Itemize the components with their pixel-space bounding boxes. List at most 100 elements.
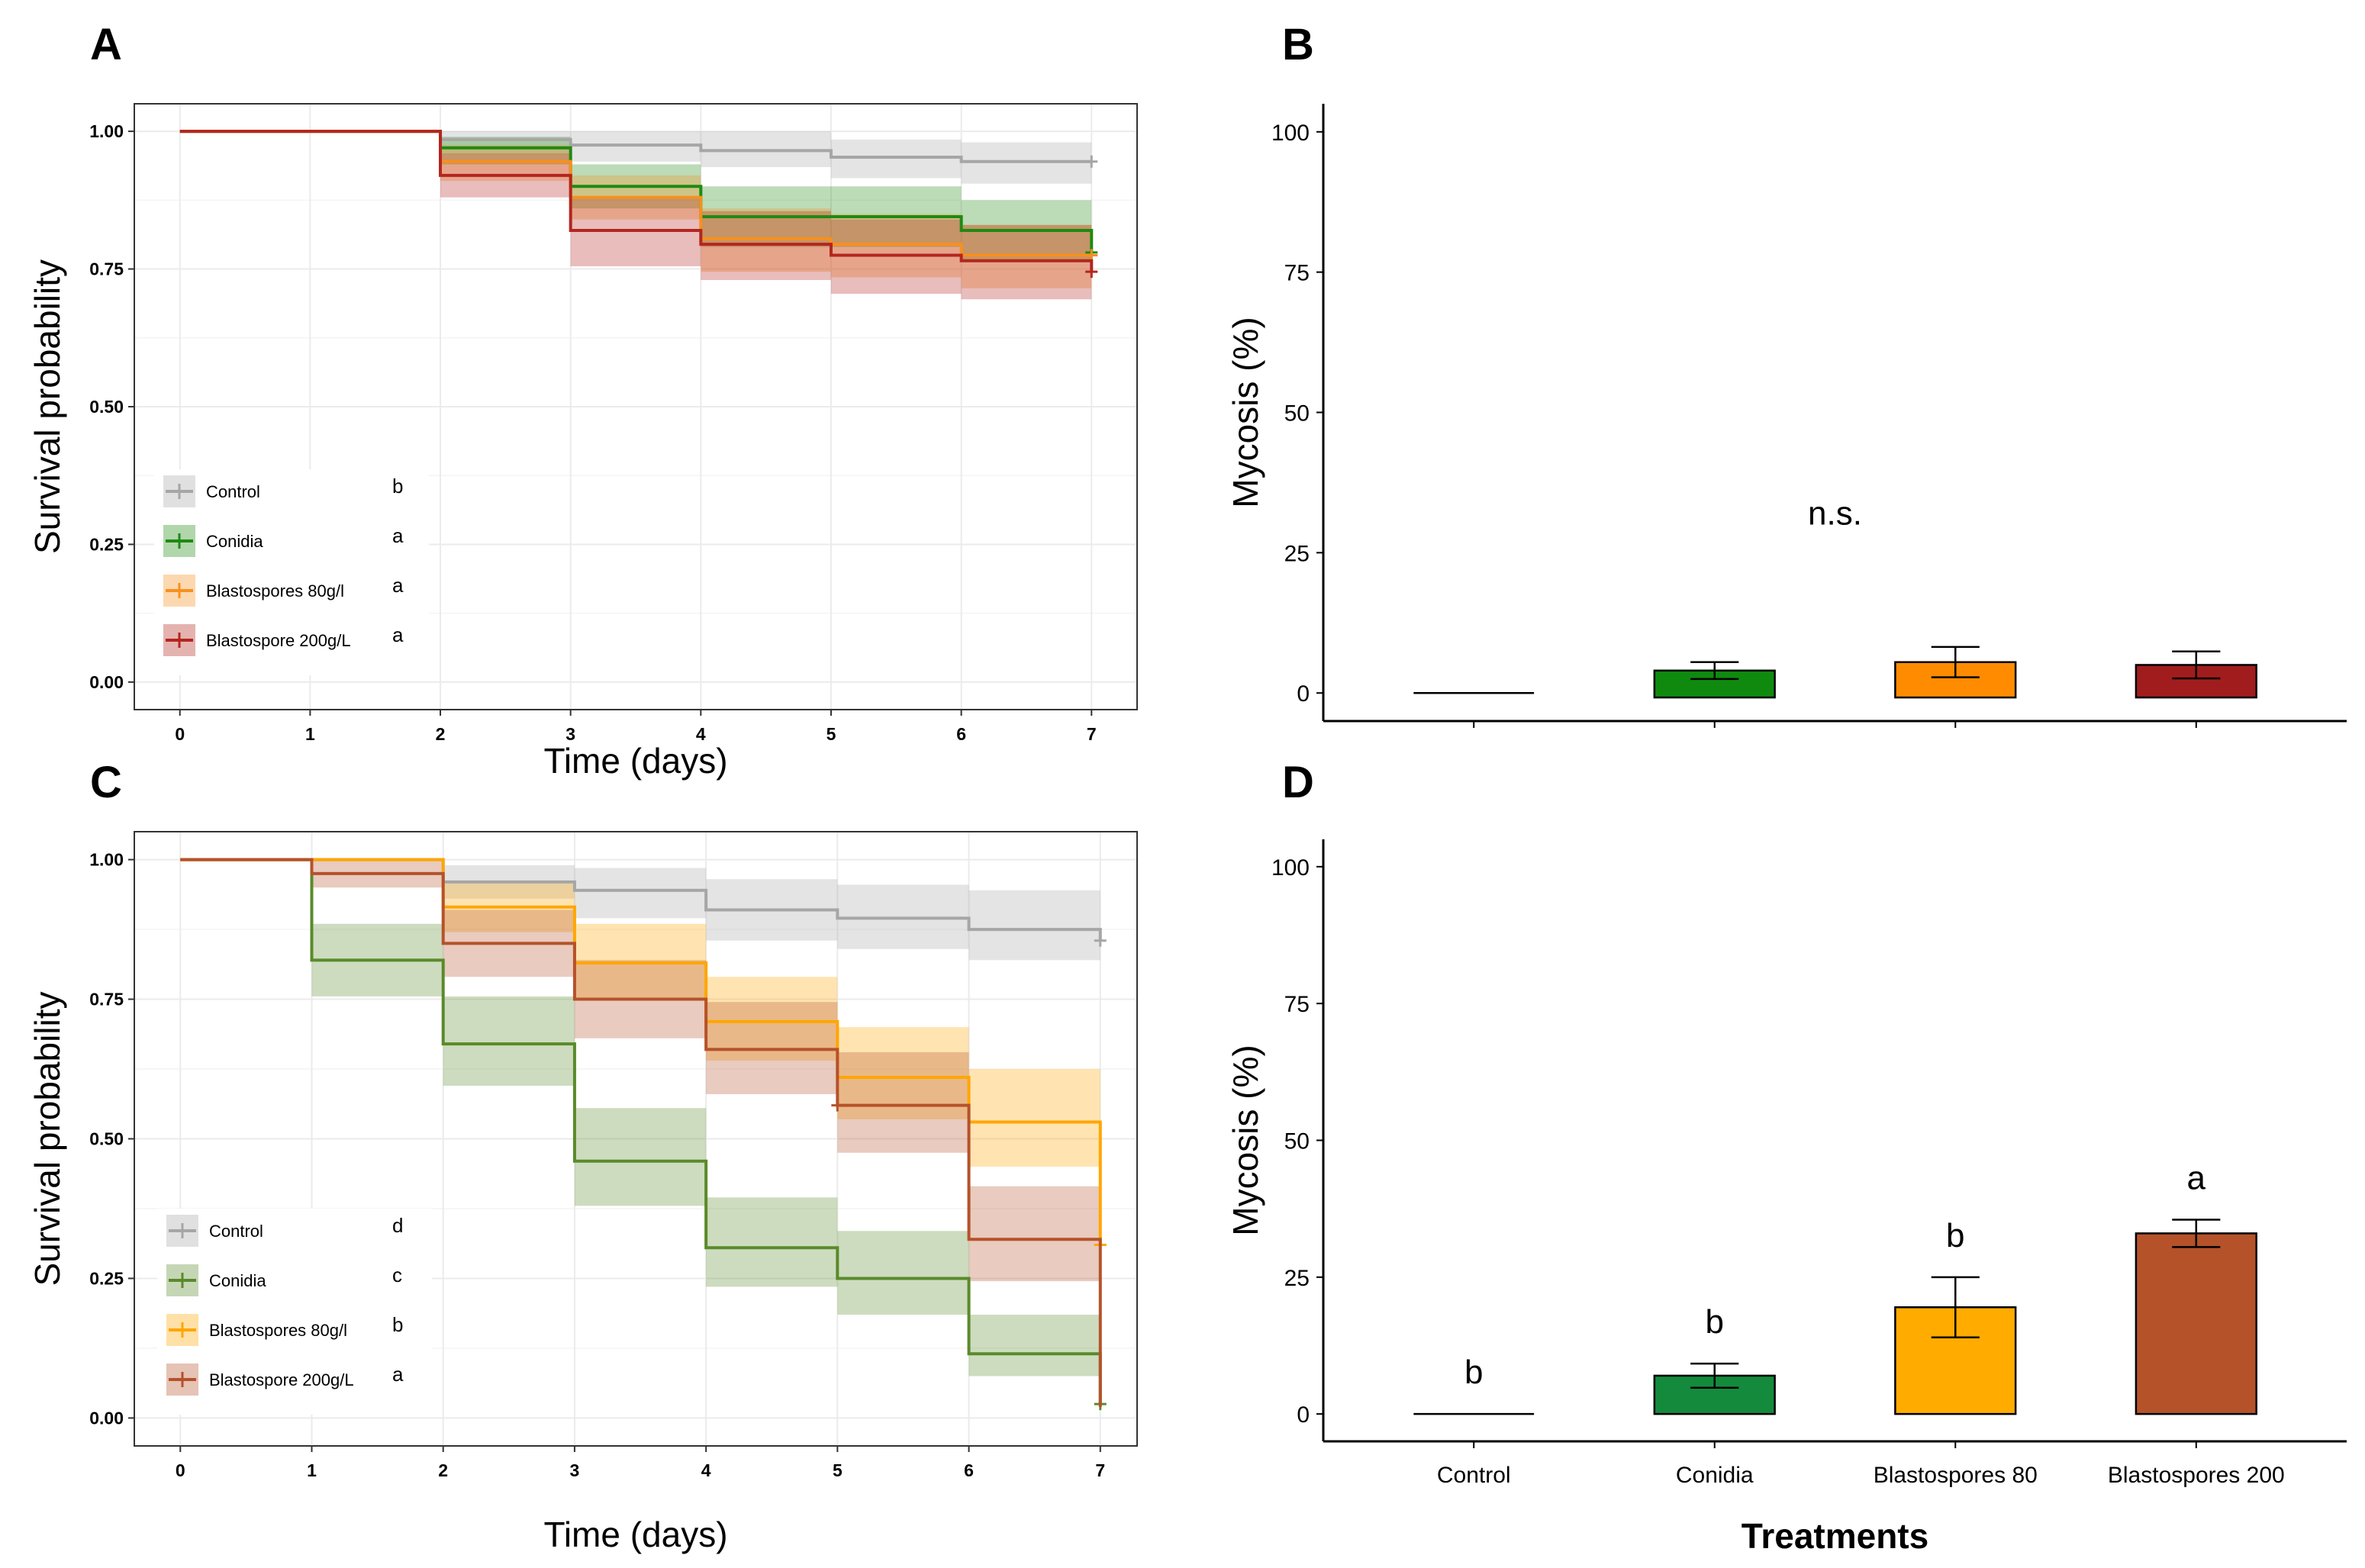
legend-label-blastospore-200g-l: Blastospore 200g/L: [206, 631, 351, 650]
legend-label-control: Control: [209, 1222, 263, 1241]
ci-band-blastospores-80g-l: [706, 977, 838, 1061]
censor-mark-blastospore-200g-l: [1085, 266, 1098, 279]
legend-label-control: Control: [206, 482, 260, 501]
x-tick-label: 4: [701, 1460, 711, 1480]
x-tick-label: 2: [438, 1460, 448, 1480]
significance-letter-control: b: [1464, 1354, 1483, 1391]
censor-mark-control: [1094, 934, 1107, 947]
y-tick-label: 50: [1284, 1129, 1310, 1154]
ci-band-control: [440, 131, 571, 153]
x-tick-label: 3: [570, 1460, 580, 1480]
y-tick-label: 1.00: [89, 121, 124, 141]
ci-band-conidia: [440, 137, 571, 165]
error-bar-blastospores-80: [1931, 1276, 1980, 1338]
x-tick-label: 6: [964, 1460, 974, 1480]
survival-line-conidia: [180, 858, 1102, 1405]
panel-b-plot: 0 25 50 75 100 Mycosis (%) n.s.: [1226, 104, 2347, 728]
significance-letter-blastospore-200g-l: a: [392, 1363, 404, 1386]
y-tick-label: 1.00: [89, 850, 124, 870]
ci-band-control: [968, 890, 1100, 961]
y-tick-label: 0.50: [89, 397, 124, 417]
x-tick-label: 1: [307, 1460, 317, 1480]
y-tick-label: 100: [1271, 121, 1310, 146]
censor-mark-control: [1085, 155, 1098, 168]
ci-band-conidia: [574, 1108, 707, 1206]
x-tick-label-blastospores-80: Blastospores 80: [1874, 1463, 2038, 1488]
significance-letter-blastospore-200g-l: a: [392, 623, 404, 646]
survival-line-blastospore-200g-l: [180, 858, 1102, 1407]
legend: Control d Conidia c Blastospores 80g/l b Blast…: [157, 1209, 432, 1415]
y-tick-label: 0.75: [89, 259, 124, 279]
error-bar-blastospores-200: [2172, 650, 2221, 680]
significance-letter-control: d: [392, 1214, 403, 1237]
ci-band-control: [830, 139, 962, 179]
error-bar-blastospores-80: [1931, 646, 1980, 678]
x-tick-label: 5: [826, 724, 836, 744]
panel-label-b: B: [1282, 20, 1314, 69]
error-bar-conidia: [1690, 1362, 1739, 1389]
legend-label-blastospore-200g-l: Blastospore 200g/L: [209, 1370, 354, 1389]
x-tick-label-blastospores-200: Blastospores 200: [2108, 1463, 2285, 1488]
y-tick-label: 100: [1271, 855, 1310, 881]
bar-blastospores-200: [2135, 1232, 2257, 1415]
y-axis-title: Mycosis (%): [1226, 1045, 1265, 1235]
panel-c-plot: 0.00 0.25 0.50 0.75 1.00 0 1 2 3 4 5 6 7 Time (days) S…: [27, 831, 1138, 1554]
x-axis-title: Time (days): [543, 741, 727, 781]
y-axis-title: Survival probability: [27, 991, 67, 1286]
legend-background: [157, 1209, 432, 1415]
x-tick-label: 7: [1087, 724, 1097, 744]
significance-annotation: n.s.: [1808, 495, 1862, 533]
y-tick-label: 25: [1284, 1266, 1310, 1291]
y-tick-label: 0.50: [89, 1129, 124, 1149]
ci-band-conidia: [706, 1197, 838, 1287]
significance-letter-conidia: b: [1705, 1303, 1723, 1341]
legend-label-blastospores-80g-l: Blastospores 80g/l: [206, 581, 344, 600]
survival-line-blastospore-200g-l: [179, 130, 1094, 272]
error-bar-conidia: [1690, 661, 1739, 681]
y-tick-label: 0: [1297, 1402, 1310, 1428]
panel-label-d: D: [1282, 758, 1314, 807]
x-tick-label: 1: [305, 724, 315, 744]
ci-band-conidia: [968, 1315, 1100, 1376]
x-tick-label: 6: [956, 724, 966, 744]
y-tick-label: 25: [1284, 541, 1310, 566]
x-tick-label: 5: [833, 1460, 843, 1480]
x-tick-label-control: Control: [1437, 1463, 1511, 1488]
significance-letter-conidia: a: [392, 524, 404, 547]
significance-letter-blastospores-80: b: [1946, 1217, 1964, 1254]
ci-band-blastospore-200g-l: [968, 1186, 1100, 1282]
y-tick-label: 50: [1284, 401, 1310, 427]
x-axis-title: Treatments: [1742, 1516, 1928, 1556]
x-tick-label: 7: [1095, 1460, 1105, 1480]
ci-band-control: [574, 868, 707, 919]
ci-band-conidia: [443, 996, 575, 1086]
x-tick-label: 4: [696, 724, 706, 744]
significance-letter-blastospores-80g-l: b: [392, 1313, 403, 1336]
y-tick-label: 0.00: [89, 1408, 124, 1428]
ci-band-blastospore-200g-l: [837, 1052, 969, 1153]
panel-d-plot: 0 25 50 75 100 Mycosis (%) Control b Conidia b Bla…: [1226, 839, 2347, 1556]
y-tick-label: 0.00: [89, 672, 124, 692]
x-tick-label-conidia: Conidia: [1676, 1463, 1754, 1488]
y-tick-label: 75: [1284, 992, 1310, 1017]
legend: Control b Conidia a Blastospores 80g/l a Blast…: [154, 469, 429, 675]
x-tick-label: 3: [565, 724, 575, 744]
y-axis-title: Survival probability: [27, 259, 67, 554]
censor-mark-blastospore-200g-l: [831, 1099, 844, 1112]
panel-a-plot: 0.00 0.25 0.50 0.75 1.00 0 1 2 3 4 5 6 7 Time (days) S…: [27, 103, 1138, 781]
x-tick-label: 0: [175, 724, 185, 744]
y-tick-label: 75: [1284, 261, 1310, 286]
legend-label-conidia: Conidia: [206, 532, 263, 551]
y-tick-label: 0: [1297, 681, 1310, 707]
panel-label-c: C: [90, 758, 122, 807]
x-tick-label: 2: [436, 724, 446, 744]
legend-label-blastospores-80g-l: Blastospores 80g/l: [209, 1321, 347, 1340]
x-axis-title: Time (days): [543, 1515, 727, 1554]
legend-background: [154, 469, 429, 675]
significance-letter-blastospores-200: a: [2187, 1160, 2206, 1197]
error-bar-blastospores-200: [2172, 1219, 2221, 1248]
ci-band-blastospores-80g-l: [968, 1069, 1100, 1167]
y-axis-title: Mycosis (%): [1226, 317, 1265, 507]
ci-band-conidia: [837, 1231, 969, 1315]
